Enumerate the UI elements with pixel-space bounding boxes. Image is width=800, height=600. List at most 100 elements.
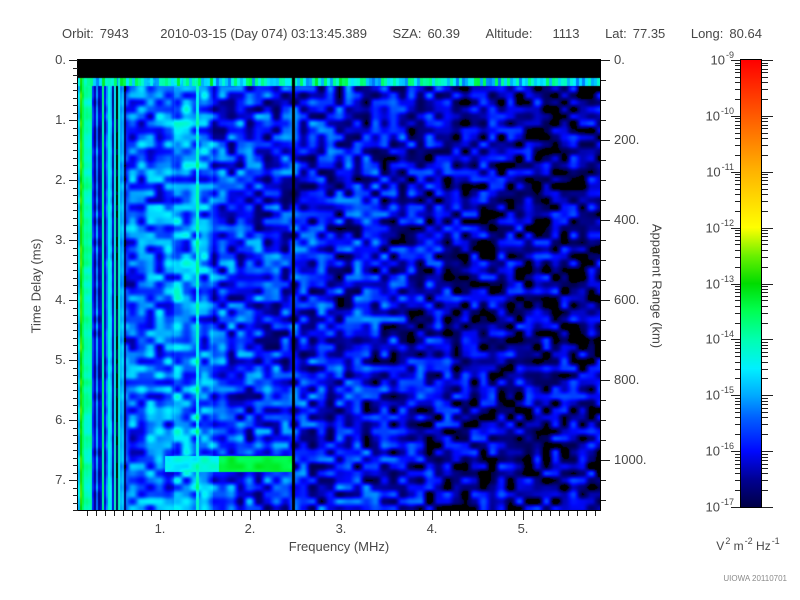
plot-frame: [77, 59, 601, 511]
y-left-minor-tick: [73, 165, 78, 166]
y-left-minor-tick: [73, 218, 78, 219]
watermark: UIOWA 20110701: [723, 574, 787, 583]
colorbar-minor-tick-left: [735, 404, 740, 405]
colorbar-minor-tick-left: [735, 378, 740, 379]
y-left-tick-label: 6.: [55, 412, 66, 427]
colorbar-major-tick-right: [762, 507, 773, 508]
decade-exponent: -13: [720, 274, 734, 284]
y-left-minor-tick: [73, 398, 78, 399]
x-tick-label: 4.: [426, 521, 438, 536]
y-left-minor-tick: [73, 443, 78, 444]
x-minor-tick: [532, 511, 533, 516]
colorbar-minor-tick-right: [762, 362, 768, 363]
colorbar-minor-tick-left: [735, 286, 740, 287]
colorbar-minor-tick-right: [762, 211, 768, 212]
colorbar-minor-tick-left: [735, 362, 740, 363]
y-left-minor-tick: [73, 293, 78, 294]
colorbar-minor-tick-right: [762, 133, 768, 134]
colorbar-minor-tick-right: [762, 240, 768, 241]
y-left-minor-tick: [73, 285, 78, 286]
colorbar-minor-tick-left: [735, 99, 740, 100]
decade-exponent: -11: [721, 162, 734, 172]
header-item-long: Long: 80.64: [691, 26, 762, 41]
colorbar-minor-tick-left: [735, 257, 740, 258]
colorbar-minor-tick-left: [735, 352, 740, 353]
colorbar-decade-label: 10-13: [705, 274, 734, 292]
unit-exponent: -2: [744, 536, 753, 546]
colorbar-minor-tick-right: [762, 184, 768, 185]
x-minor-tick: [142, 511, 143, 516]
x-minor-tick: [396, 511, 397, 516]
y-left-minor-tick: [73, 225, 78, 226]
y-left-minor-tick: [73, 510, 78, 511]
x-minor-tick: [269, 511, 270, 516]
y-left-minor-tick: [73, 113, 78, 114]
colorbar-minor-tick-left: [735, 424, 740, 425]
colorbar-minor-tick-right: [762, 99, 768, 100]
x-minor-tick: [296, 511, 297, 516]
y-left-minor-tick: [73, 83, 78, 84]
decade-exponent: -16: [720, 441, 734, 451]
y-left-minor-tick: [73, 473, 78, 474]
x-minor-tick: [423, 511, 424, 516]
header-item-sza: SZA: 60.39: [393, 26, 460, 41]
colorbar-major-tick-right: [762, 116, 773, 117]
y-right-minor-tick: [601, 360, 606, 361]
colorbar-minor-tick-left: [735, 313, 740, 314]
x-minor-tick: [205, 511, 206, 516]
colorbar-minor-tick-left: [735, 250, 740, 251]
x-major-tick: [250, 511, 251, 520]
x-minor-tick: [278, 511, 279, 516]
colorbar-decade-label: 10-10: [705, 106, 734, 124]
colorbar-minor-tick-left: [735, 145, 740, 146]
y-right-major-tick: [601, 380, 610, 381]
colorbar-minor-tick-right: [762, 189, 768, 190]
colorbar-minor-tick-left: [735, 369, 740, 370]
colorbar-minor-tick-left: [735, 460, 740, 461]
x-minor-tick: [514, 511, 515, 516]
colorbar-minor-tick-left: [735, 454, 740, 455]
y-left-minor-tick: [73, 465, 78, 466]
y-right-minor-tick: [601, 80, 606, 81]
y-left-tick-label: 1.: [55, 112, 66, 127]
y-left-tick-label: 4.: [55, 292, 66, 307]
colorbar-minor-tick-right: [762, 125, 768, 126]
y-right-minor-tick: [601, 200, 606, 201]
decade-exponent: -17: [720, 497, 734, 507]
colorbar-minor-tick-right: [762, 177, 768, 178]
colorbar-minor-tick-left: [735, 118, 740, 119]
colorbar-major-tick-left: [731, 395, 740, 396]
colorbar-minor-tick-right: [762, 289, 768, 290]
colorbar-major-tick-left: [731, 451, 740, 452]
colorbar-minor-tick-left: [735, 72, 740, 73]
y-left-minor-tick: [73, 338, 78, 339]
colorbar-minor-tick-left: [735, 434, 740, 435]
x-minor-tick: [323, 511, 324, 516]
colorbar-minor-tick-left: [735, 408, 740, 409]
y-left-minor-tick: [73, 135, 78, 136]
colorbar-minor-tick-left: [735, 63, 740, 64]
colorbar-minor-tick-right: [762, 473, 768, 474]
colorbar-minor-tick-right: [762, 468, 768, 469]
colorbar-minor-tick-right: [762, 89, 768, 90]
y-right-tick-label: 600.: [614, 292, 640, 307]
colorbar-major-tick-left: [731, 339, 740, 340]
colorbar-minor-tick-left: [735, 155, 740, 156]
x-minor-tick: [414, 511, 415, 516]
x-minor-tick: [387, 511, 388, 516]
y-left-minor-tick: [73, 375, 78, 376]
y-right-major-tick: [601, 460, 610, 461]
y-left-minor-tick: [73, 158, 78, 159]
x-minor-tick: [378, 511, 379, 516]
colorbar-minor-tick-left: [735, 138, 740, 139]
colorbar-minor-tick-left: [735, 292, 740, 293]
x-major-tick: [432, 511, 433, 520]
y-right-tick-label: 1000.: [614, 452, 647, 467]
y-left-minor-tick: [73, 308, 78, 309]
lat-value: 77.35: [632, 26, 666, 41]
y-left-minor-tick: [73, 210, 78, 211]
y-right-minor-tick: [601, 340, 606, 341]
colorbar-minor-tick-left: [735, 65, 740, 66]
colorbar-minor-tick-right: [762, 408, 768, 409]
